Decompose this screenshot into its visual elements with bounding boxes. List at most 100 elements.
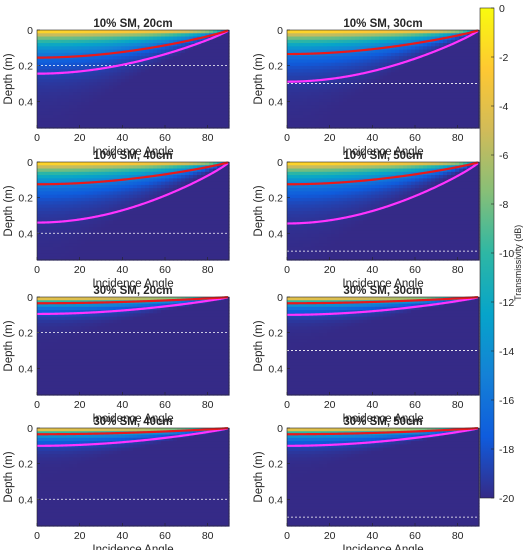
heatmap-cell [145, 59, 150, 64]
heatmap-cell [161, 39, 166, 44]
heatmap-cell [49, 62, 54, 67]
heatmap-cell [73, 79, 78, 83]
heatmap-cell [359, 56, 364, 60]
heatmap-cell [169, 111, 174, 116]
heatmap-cell [189, 88, 194, 93]
heatmap-cell [145, 75, 150, 80]
heatmap-cell [97, 39, 102, 44]
heatmap-cell [81, 75, 86, 80]
heatmap-cell [129, 62, 134, 67]
heatmap-cell [189, 124, 194, 129]
heatmap-cell [153, 52, 158, 57]
heatmap-cell [81, 88, 86, 93]
heatmap-cell [307, 75, 312, 80]
heatmap-cell [89, 101, 94, 106]
heatmap-cell [161, 114, 166, 119]
heatmap-cell [141, 82, 146, 87]
heatmap-cell [213, 30, 218, 34]
heatmap-cell [165, 114, 170, 119]
heatmap-cell [97, 62, 102, 67]
heatmap-cell [129, 98, 134, 103]
heatmap-cell [323, 114, 328, 119]
heatmap-cell [327, 33, 332, 38]
heatmap-cell [287, 98, 292, 103]
heatmap-cell [73, 92, 78, 96]
heatmap-cell [225, 39, 230, 44]
heatmap-cell [81, 62, 86, 67]
heatmap-cell [117, 52, 122, 57]
heatmap-cell [311, 114, 316, 119]
heatmap-cell [201, 46, 206, 51]
heatmap-cell [327, 118, 332, 123]
heatmap-cell [193, 79, 198, 83]
heatmap-cell [291, 98, 296, 103]
heatmap-cell [335, 121, 340, 126]
heatmap-cell [45, 108, 50, 113]
heatmap-cell [351, 65, 356, 70]
heatmap-cell [177, 105, 182, 109]
heatmap-cell [117, 43, 122, 47]
heatmap-cell [197, 59, 202, 64]
heatmap-cell [65, 56, 70, 60]
heatmap-cell [45, 36, 50, 41]
heatmap-cell [193, 92, 198, 96]
heatmap-cell [287, 36, 292, 41]
heatmap-cell [85, 36, 90, 41]
heatmap-cell [133, 72, 138, 77]
heatmap-cell [347, 39, 352, 44]
x-tick-label: 0 [284, 132, 290, 144]
heatmap-cell [141, 39, 146, 44]
heatmap-cell [343, 121, 348, 126]
heatmap-cell [335, 39, 340, 44]
heatmap-cell [291, 30, 296, 34]
heatmap-cell [125, 98, 130, 103]
heatmap-cell [85, 56, 90, 60]
heatmap-cell [41, 30, 46, 34]
heatmap-cell [335, 33, 340, 38]
heatmap-cell [189, 95, 194, 100]
heatmap-cell [37, 49, 42, 54]
heatmap-cell [205, 56, 210, 60]
heatmap-cell [311, 105, 316, 109]
heatmap-cell [93, 101, 98, 106]
heatmap-cell [97, 46, 102, 51]
heatmap-cell [165, 118, 170, 123]
heatmap-cell [197, 46, 202, 51]
heatmap-cell [347, 88, 352, 93]
heatmap-cell [141, 79, 146, 83]
heatmap-cell [217, 75, 222, 80]
heatmap-cell [217, 101, 222, 106]
heatmap-cell [41, 85, 46, 90]
heatmap-cell [117, 59, 122, 64]
heatmap-cell [45, 75, 50, 80]
heatmap-cell [49, 108, 54, 113]
heatmap-cell [65, 114, 70, 119]
heatmap-cell [217, 105, 222, 109]
heatmap-cell [355, 98, 360, 103]
heatmap-cell [355, 111, 360, 116]
heatmap-cell [77, 72, 82, 77]
heatmap-cell [137, 118, 142, 123]
heatmap-cell [61, 43, 66, 47]
heatmap-cell [81, 46, 86, 51]
heatmap-cell [217, 82, 222, 87]
heatmap-cell [165, 124, 170, 129]
heatmap-cell [97, 75, 102, 80]
heatmap-cell [339, 121, 344, 126]
heatmap-cell [299, 43, 304, 47]
heatmap-cell [157, 62, 162, 67]
heatmap-cell [89, 79, 94, 83]
heatmap-cell [109, 56, 114, 60]
heatmap-cell [327, 105, 332, 109]
heatmap-cell [189, 56, 194, 60]
heatmap-cell [339, 108, 344, 113]
heatmap-cell [303, 111, 308, 116]
heatmap-cell [205, 82, 210, 87]
heatmap-cell [125, 105, 130, 109]
heatmap-cell [287, 118, 292, 123]
heatmap-cell [113, 65, 118, 70]
heatmap-cell [181, 85, 186, 90]
heatmap-cell [347, 79, 352, 83]
heatmap-cell [303, 105, 308, 109]
heatmap-cell [359, 43, 364, 47]
